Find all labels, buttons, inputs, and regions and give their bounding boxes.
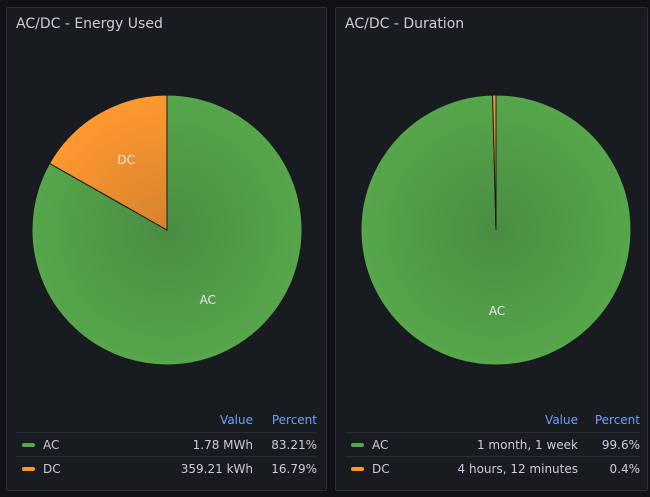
legend-label-dc: DC bbox=[372, 461, 390, 476]
duration-legend: Value Percent AC 1 month, 1 week 99.6% D… bbox=[345, 408, 640, 480]
legend-row-ac[interactable]: AC 1.78 MWh 83.21% bbox=[16, 432, 317, 456]
duration-pie-chart: AC bbox=[360, 94, 632, 366]
legend-percent-ac: 83.21% bbox=[271, 437, 317, 452]
pie-slice-dc[interactable] bbox=[48, 94, 168, 231]
legend-row-ac[interactable]: AC 1 month, 1 week 99.6% bbox=[345, 432, 640, 456]
panel-title[interactable]: AC/DC - Duration bbox=[345, 16, 465, 32]
legend-label-dc: DC bbox=[43, 461, 61, 476]
duration-panel: AC/DC - Duration AC Value Percent AC 1 m… bbox=[335, 7, 648, 491]
legend-value-header[interactable]: Value bbox=[220, 413, 253, 427]
legend-row-dc[interactable]: DC 4 hours, 12 minutes 0.4% bbox=[345, 456, 640, 480]
legend-header: Value Percent bbox=[16, 408, 317, 432]
panel-title[interactable]: AC/DC - Energy Used bbox=[16, 16, 163, 32]
legend-label-ac: AC bbox=[372, 437, 389, 452]
legend-percent-dc: 0.4% bbox=[609, 461, 641, 476]
legend-row-dc[interactable]: DC 359.21 kWh 16.79% bbox=[16, 456, 317, 480]
legend-swatch-dc bbox=[22, 466, 35, 471]
legend-percent-header[interactable]: Percent bbox=[594, 413, 640, 427]
legend-swatch-ac bbox=[351, 442, 364, 447]
legend-value-dc: 4 hours, 12 minutes bbox=[457, 461, 578, 476]
pie-label-ac: AC bbox=[489, 304, 505, 318]
legend-swatch-dc bbox=[351, 466, 364, 471]
pie-label-dc: DC bbox=[117, 153, 135, 167]
pie-slice-dc[interactable] bbox=[492, 94, 497, 231]
legend-percent-header[interactable]: Percent bbox=[271, 413, 317, 427]
energy-pie-chart: AC DC bbox=[31, 94, 303, 366]
legend-value-dc: 359.21 kWh bbox=[180, 461, 253, 476]
legend-value-ac: 1 month, 1 week bbox=[476, 437, 578, 452]
legend-value-header[interactable]: Value bbox=[545, 413, 578, 427]
legend-label-ac: AC bbox=[43, 437, 60, 452]
energy-used-panel: AC/DC - Energy Used AC DC Value Percent A… bbox=[6, 7, 327, 491]
legend-swatch-ac bbox=[22, 442, 35, 447]
legend-value-ac: 1.78 MWh bbox=[192, 437, 253, 452]
legend-header: Value Percent bbox=[345, 408, 640, 432]
legend-percent-dc: 16.79% bbox=[271, 461, 317, 476]
legend-percent-ac: 99.6% bbox=[601, 437, 640, 452]
pie-label-ac: AC bbox=[200, 293, 216, 307]
energy-legend: Value Percent AC 1.78 MWh 83.21% DC 359.… bbox=[16, 408, 317, 480]
